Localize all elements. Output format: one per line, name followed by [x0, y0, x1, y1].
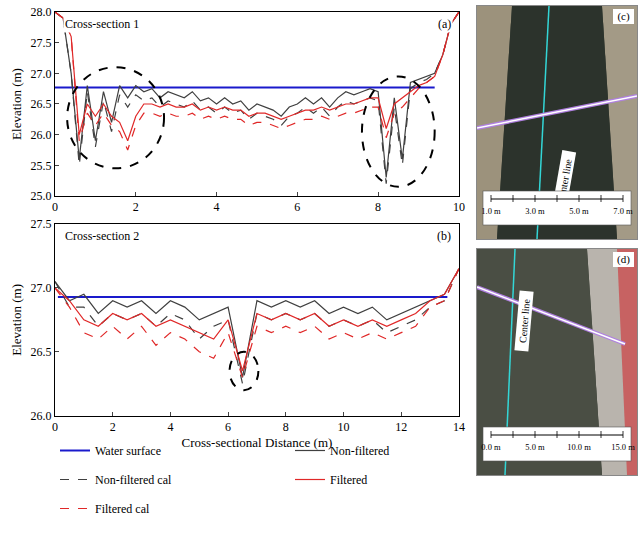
svg-text:Non-filtered cal: Non-filtered cal: [95, 473, 172, 487]
svg-text:14: 14: [453, 420, 465, 434]
svg-text:28.0: 28.0: [31, 5, 52, 19]
svg-text:5.0 m: 5.0 m: [569, 206, 589, 216]
svg-text:27.0: 27.0: [31, 281, 52, 295]
svg-text:0.0 m: 0.0 m: [481, 442, 501, 452]
svg-text:Center line: Center line: [555, 158, 574, 204]
svg-text:Elevation (m): Elevation (m): [9, 68, 24, 140]
svg-text:5.0 m: 5.0 m: [525, 442, 545, 452]
svg-text:10: 10: [453, 200, 465, 214]
svg-text:15.0 m: 15.0 m: [611, 442, 635, 452]
svg-text:2: 2: [110, 420, 116, 434]
svg-text:10: 10: [338, 420, 350, 434]
svg-text:6: 6: [225, 420, 231, 434]
svg-text:Filtered: Filtered: [330, 473, 367, 487]
svg-text:(c): (c): [617, 10, 630, 23]
svg-text:26.0: 26.0: [31, 128, 52, 142]
svg-text:Center line: Center line: [517, 298, 532, 344]
svg-text:6: 6: [294, 200, 300, 214]
svg-text:26.5: 26.5: [31, 97, 52, 111]
svg-text:4: 4: [167, 420, 173, 434]
svg-text:27.5: 27.5: [31, 217, 52, 231]
svg-text:1.0 m: 1.0 m: [481, 206, 501, 216]
svg-text:Water surface: Water surface: [95, 444, 161, 458]
svg-text:8: 8: [283, 420, 289, 434]
svg-text:Filtered cal: Filtered cal: [95, 502, 150, 516]
svg-text:27.5: 27.5: [31, 36, 52, 50]
svg-text:Cross-section 2: Cross-section 2: [65, 229, 139, 243]
svg-text:26.0: 26.0: [31, 409, 52, 423]
svg-text:(a): (a): [438, 17, 451, 31]
svg-text:(d): (d): [617, 253, 630, 266]
svg-text:0: 0: [52, 200, 58, 214]
svg-text:25.5: 25.5: [31, 159, 52, 173]
svg-text:27.0: 27.0: [31, 67, 52, 81]
svg-text:Cross-section 1: Cross-section 1: [65, 17, 139, 31]
svg-text:Non-filtered: Non-filtered: [330, 444, 389, 458]
svg-text:12: 12: [395, 420, 407, 434]
svg-text:3.0 m: 3.0 m: [525, 206, 545, 216]
svg-text:10.0 m: 10.0 m: [567, 442, 591, 452]
svg-text:Cross-sectional Distance (m): Cross-sectional Distance (m): [181, 435, 332, 450]
svg-text:Elevation (m): Elevation (m): [9, 284, 24, 356]
svg-text:25.0: 25.0: [31, 189, 52, 203]
svg-text:4: 4: [214, 200, 220, 214]
svg-text:26.5: 26.5: [31, 345, 52, 359]
svg-text:2: 2: [133, 200, 139, 214]
svg-text:(b): (b): [437, 229, 451, 243]
svg-text:7.0 m: 7.0 m: [613, 206, 633, 216]
svg-text:8: 8: [375, 200, 381, 214]
svg-text:0: 0: [52, 420, 58, 434]
